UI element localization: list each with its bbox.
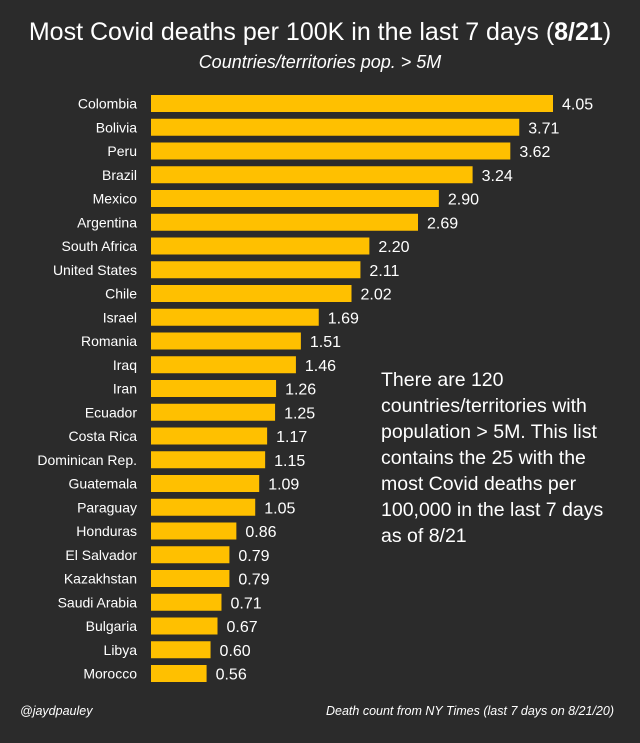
category-label-el-salvador: El Salvador xyxy=(65,547,137,563)
bar-argentina xyxy=(151,213,419,231)
value-label-south-africa: 2.20 xyxy=(378,239,409,256)
bar-libya xyxy=(151,641,211,659)
category-label-kazakhstan: Kazakhstan xyxy=(64,571,137,587)
bar-united-states xyxy=(151,261,361,279)
bar-morocco xyxy=(151,665,207,682)
category-label-libya: Libya xyxy=(104,642,138,658)
bar-iran xyxy=(151,380,277,397)
value-label-paraguay: 1.05 xyxy=(264,500,295,517)
value-label-argentina: 2.69 xyxy=(427,215,458,232)
category-label-israel: Israel xyxy=(103,309,137,325)
bar-brazil xyxy=(151,166,473,184)
bar-iraq xyxy=(151,356,296,374)
bar-ecuador xyxy=(151,403,276,421)
bar-peru xyxy=(151,142,511,160)
category-label-morocco: Morocco xyxy=(83,666,137,682)
value-label-el-salvador: 0.79 xyxy=(238,548,269,565)
bar-kazakhstan xyxy=(151,570,230,587)
bar-romania xyxy=(151,332,301,350)
value-label-chile: 2.02 xyxy=(361,287,392,304)
category-label-mexico: Mexico xyxy=(93,191,138,207)
category-label-paraguay: Paraguay xyxy=(77,499,137,515)
value-label-brazil: 3.24 xyxy=(482,168,513,185)
bar-el-salvador xyxy=(151,546,230,564)
bar-paraguay xyxy=(151,498,256,516)
category-label-peru: Peru xyxy=(107,143,137,159)
category-label-honduras: Honduras xyxy=(76,523,137,539)
value-label-romania: 1.51 xyxy=(310,334,341,351)
value-label-mexico: 2.90 xyxy=(448,192,479,209)
category-label-colombia: Colombia xyxy=(78,96,137,112)
value-label-honduras: 0.86 xyxy=(245,524,276,541)
value-label-iraq: 1.46 xyxy=(305,358,336,375)
category-label-chile: Chile xyxy=(105,286,137,302)
value-label-peru: 3.62 xyxy=(519,144,550,161)
category-label-south-africa: South Africa xyxy=(62,238,138,254)
bar-mexico xyxy=(151,190,439,207)
bar-south-africa xyxy=(151,237,370,255)
value-label-saudi-arabia: 0.71 xyxy=(230,595,261,612)
source-note: Death count from NY Times (last 7 days o… xyxy=(326,704,614,718)
category-label-brazil: Brazil xyxy=(102,167,137,183)
chart-title-date: 8/21 xyxy=(554,18,603,46)
chart-subtitle: Countries/territories pop. > 5M xyxy=(198,52,442,72)
author-credit: @jaydpauley xyxy=(20,704,93,718)
bar-honduras xyxy=(151,522,237,540)
category-label-iran: Iran xyxy=(113,381,137,397)
category-label-ecuador: Ecuador xyxy=(85,404,137,420)
bar-bolivia xyxy=(151,118,520,136)
category-label-saudi-arabia: Saudi Arabia xyxy=(58,594,138,610)
value-label-united-states: 2.11 xyxy=(369,263,399,280)
bar-chile xyxy=(151,285,352,302)
bar-saudi-arabia xyxy=(151,593,222,611)
category-label-iraq: Iraq xyxy=(113,357,137,373)
value-label-morocco: 0.56 xyxy=(216,667,247,684)
category-label-dominican-rep: Dominican Rep. xyxy=(37,452,137,468)
category-label-bolivia: Bolivia xyxy=(96,119,137,135)
category-label-united-states: United States xyxy=(53,262,137,278)
value-label-ecuador: 1.25 xyxy=(284,405,315,422)
bar-colombia xyxy=(151,95,553,112)
value-label-israel: 1.69 xyxy=(328,310,359,327)
category-label-costa-rica: Costa Rica xyxy=(69,428,138,444)
value-label-guatemala: 1.09 xyxy=(268,477,299,494)
bar-dominican-rep xyxy=(151,451,266,469)
bar-guatemala xyxy=(151,475,260,492)
category-label-romania: Romania xyxy=(81,333,137,349)
value-label-iran: 1.26 xyxy=(285,382,316,399)
category-label-argentina: Argentina xyxy=(77,214,137,230)
category-label-bulgaria: Bulgaria xyxy=(86,618,138,634)
value-label-dominican-rep: 1.15 xyxy=(274,453,305,470)
value-label-kazakhstan: 0.79 xyxy=(238,572,269,589)
chart-title: Most Covid deaths per 100K in the last 7… xyxy=(28,18,612,46)
bar-bulgaria xyxy=(151,617,218,635)
value-label-bolivia: 3.71 xyxy=(528,120,559,137)
value-label-colombia: 4.05 xyxy=(562,97,593,114)
category-label-guatemala: Guatemala xyxy=(69,476,138,492)
value-label-bulgaria: 0.67 xyxy=(227,619,258,636)
bar-costa-rica xyxy=(151,427,268,445)
chart-annotation: There are 120 countries/territories with… xyxy=(381,369,604,547)
value-label-costa-rica: 1.17 xyxy=(276,429,307,446)
bar-israel xyxy=(151,308,319,326)
value-label-libya: 0.60 xyxy=(220,643,251,660)
